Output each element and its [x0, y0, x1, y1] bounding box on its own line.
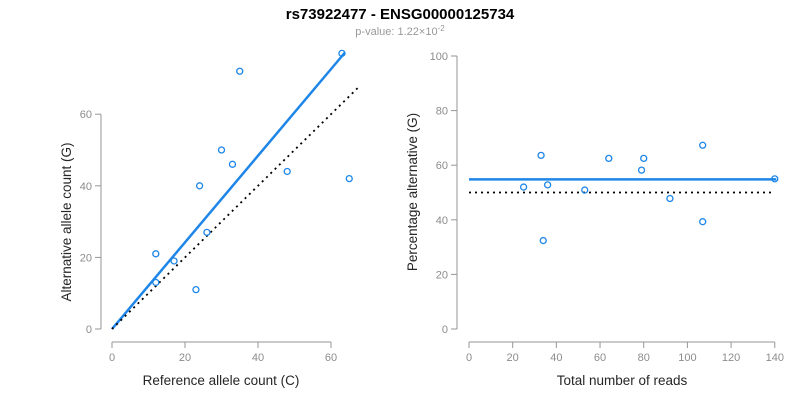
- x-tick-label: 140: [766, 352, 784, 364]
- y-tick-label: 80: [436, 106, 448, 118]
- scatter-plot-percentage-vs-reads: 0 20 40 60 80 100 120 140 0 20 40 60 80 100: [430, 51, 784, 364]
- right-y-axis-title: Percentage alternative (G): [405, 113, 420, 271]
- data-point: [539, 236, 547, 245]
- x-tick-label: 100: [678, 352, 696, 364]
- data-point: [771, 175, 779, 183]
- data-point: [699, 141, 707, 149]
- left-y-axis-title: Alternative allele count (G): [59, 142, 74, 301]
- data-point: [152, 250, 160, 258]
- data-point: [699, 218, 707, 226]
- y-tick-label: 60: [80, 109, 92, 121]
- data-point: [637, 166, 646, 174]
- y-tick-label: 60: [436, 160, 448, 172]
- fit-line: [111, 51, 346, 330]
- x-tick-label: 20: [179, 352, 191, 364]
- left-x-axis-title: Reference allele count (C): [143, 373, 300, 388]
- x-tick-label: 120: [722, 352, 740, 364]
- data-point: [203, 228, 211, 236]
- data-point: [236, 67, 244, 75]
- data-point: [338, 49, 346, 57]
- data-point: [217, 146, 226, 154]
- data-point: [605, 154, 613, 163]
- right-x-axis-title: Total number of reads: [557, 373, 688, 388]
- data-point: [195, 182, 204, 190]
- x-tick-label: 40: [550, 352, 562, 364]
- data-point: [581, 186, 589, 194]
- data-point: [345, 174, 353, 183]
- data-point: [192, 285, 200, 294]
- y-tick-label: 40: [436, 215, 448, 227]
- figure-title: rs73922477 - ENSG00000125734: [286, 6, 515, 23]
- data-point: [543, 181, 552, 189]
- data-point: [640, 154, 648, 163]
- y-tick-label: 40: [80, 181, 92, 193]
- data-point: [519, 183, 528, 191]
- y-tick-label: 0: [86, 324, 92, 336]
- y-tick-label: 20: [80, 252, 92, 264]
- pvalue-text: p-value: 1.22×10: [355, 26, 437, 38]
- pvalue-exponent: -2: [438, 24, 446, 33]
- y-tick-label: 20: [436, 269, 448, 281]
- x-tick-label: 0: [466, 352, 472, 364]
- data-point: [170, 257, 178, 265]
- x-tick-label: 60: [325, 352, 337, 364]
- data-point: [537, 151, 545, 160]
- data-point: [666, 194, 674, 203]
- data-point: [228, 160, 237, 168]
- x-tick-label: 40: [252, 352, 264, 364]
- x-tick-label: 80: [638, 352, 650, 364]
- x-tick-label: 60: [594, 352, 606, 364]
- data-point: [152, 278, 160, 287]
- scatter-plot-allele-counts: 0 20 40 60 0 20 40 60: [80, 49, 361, 364]
- figure-subtitle: p-value: 1.22×10-2: [355, 24, 445, 38]
- x-tick-label: 0: [109, 352, 115, 364]
- y-tick-label: 0: [442, 324, 448, 336]
- identity-line: [111, 84, 361, 330]
- x-tick-label: 20: [507, 352, 519, 364]
- data-point: [283, 167, 291, 176]
- y-tick-label: 100: [430, 51, 448, 63]
